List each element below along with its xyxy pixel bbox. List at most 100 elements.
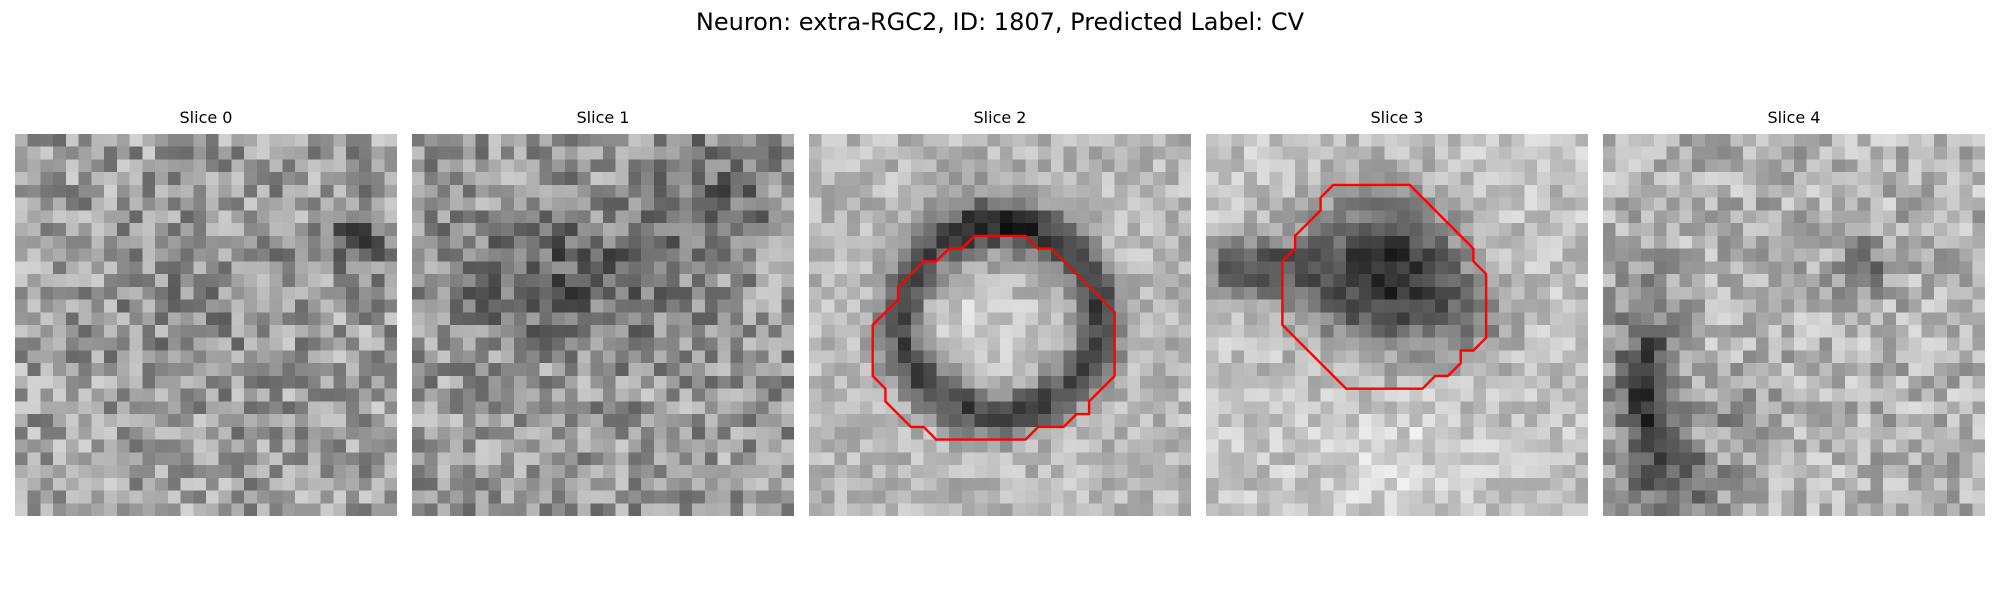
image-pixel xyxy=(628,146,642,161)
image-pixel xyxy=(859,134,874,148)
image-pixel xyxy=(1140,465,1154,479)
image-pixel xyxy=(961,134,976,148)
image-pixel xyxy=(679,286,693,301)
image-pixel xyxy=(1615,134,1630,148)
image-pixel xyxy=(1934,452,1948,466)
image-pixel xyxy=(1371,503,1385,516)
image-pixel xyxy=(53,363,67,377)
image-pixel xyxy=(1679,286,1693,301)
image-pixel xyxy=(1435,159,1449,173)
image-pixel xyxy=(1397,223,1411,237)
image-pixel xyxy=(526,261,540,275)
image-pixel xyxy=(129,439,143,453)
image-pixel xyxy=(1832,414,1846,428)
image-pixel xyxy=(1537,503,1551,516)
image-pixel xyxy=(1346,452,1360,466)
image-pixel xyxy=(974,261,988,275)
image-pixel xyxy=(885,261,899,275)
image-pixel xyxy=(1498,401,1513,415)
image-pixel xyxy=(269,477,283,492)
image-pixel xyxy=(987,197,1001,211)
image-pixel xyxy=(307,337,322,352)
image-pixel xyxy=(384,134,397,148)
image-pixel xyxy=(78,299,92,313)
image-pixel xyxy=(1562,325,1576,339)
image-pixel xyxy=(1371,146,1385,161)
image-pixel xyxy=(1473,172,1487,186)
image-pixel xyxy=(539,286,553,301)
image-pixel xyxy=(218,172,233,186)
image-pixel xyxy=(834,223,848,237)
image-pixel xyxy=(1959,337,1973,352)
image-pixel xyxy=(910,439,925,453)
image-pixel xyxy=(104,261,118,275)
image-pixel xyxy=(1498,286,1513,301)
image-pixel xyxy=(1295,325,1309,339)
image-pixel xyxy=(821,146,836,161)
image-pixel xyxy=(1371,184,1385,199)
image-pixel xyxy=(755,439,770,453)
image-pixel xyxy=(1282,426,1296,441)
image-pixel xyxy=(1755,299,1770,313)
image-pixel xyxy=(1934,312,1948,326)
image-pixel xyxy=(424,197,439,211)
image-pixel xyxy=(539,248,553,262)
image-pixel xyxy=(1165,325,1179,339)
image-pixel xyxy=(577,465,591,479)
image-pixel xyxy=(27,490,42,504)
image-pixel xyxy=(1447,274,1462,288)
image-pixel xyxy=(1050,363,1065,377)
image-pixel xyxy=(1883,375,1897,390)
image-pixel xyxy=(1844,299,1859,313)
image-pixel xyxy=(628,210,642,224)
image-pixel xyxy=(1218,452,1233,466)
image-pixel xyxy=(1295,299,1309,313)
image-pixel xyxy=(1178,465,1191,479)
image-pixel xyxy=(653,388,668,402)
image-pixel xyxy=(590,274,604,288)
image-pixel xyxy=(27,210,42,224)
image-pixel xyxy=(78,414,92,428)
image-pixel xyxy=(692,439,706,453)
image-pixel xyxy=(1743,414,1757,428)
image-pixel xyxy=(1409,503,1424,516)
image-pixel xyxy=(1384,439,1398,453)
image-pixel xyxy=(834,312,848,326)
image-pixel xyxy=(1063,172,1077,186)
image-pixel xyxy=(65,248,80,262)
image-pixel xyxy=(1511,465,1525,479)
image-pixel xyxy=(1384,503,1398,516)
image-pixel xyxy=(244,426,258,441)
image-pixel xyxy=(1114,337,1128,352)
image-pixel xyxy=(1460,286,1474,301)
image-pixel xyxy=(961,223,976,237)
image-pixel xyxy=(1397,210,1411,224)
image-pixel xyxy=(1422,286,1436,301)
image-pixel xyxy=(91,401,105,415)
image-pixel xyxy=(755,223,770,237)
image-pixel xyxy=(155,159,169,173)
image-pixel xyxy=(1460,477,1474,492)
image-pixel xyxy=(717,388,731,402)
image-pixel xyxy=(333,134,347,148)
image-pixel xyxy=(821,184,836,199)
image-pixel xyxy=(1959,388,1973,402)
image-pixel xyxy=(412,325,426,339)
image-pixel xyxy=(590,197,604,211)
image-pixel xyxy=(859,439,874,453)
image-pixel xyxy=(1946,337,1961,352)
image-pixel xyxy=(1397,325,1411,339)
image-pixel xyxy=(809,299,823,313)
image-pixel xyxy=(730,184,744,199)
image-pixel xyxy=(1165,159,1179,173)
image-pixel xyxy=(768,503,782,516)
image-pixel xyxy=(859,388,874,402)
image-pixel xyxy=(256,223,271,237)
image-pixel xyxy=(1603,388,1617,402)
image-pixel xyxy=(1140,146,1154,161)
image-pixel xyxy=(15,261,29,275)
image-pixel xyxy=(730,210,744,224)
image-pixel xyxy=(1717,261,1731,275)
image-pixel xyxy=(1025,223,1039,237)
image-pixel xyxy=(730,248,744,262)
